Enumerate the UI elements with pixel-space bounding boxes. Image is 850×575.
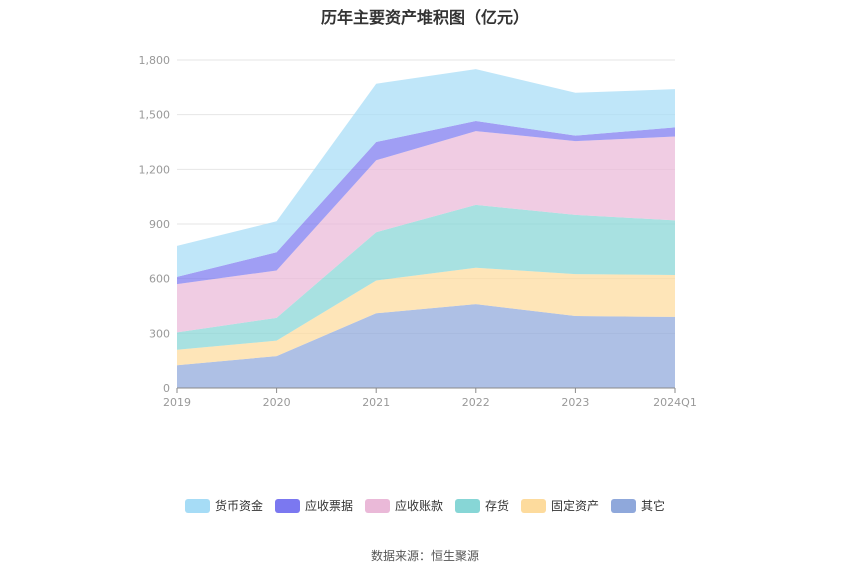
- y-tick-label: 1,800: [139, 54, 171, 67]
- x-tick-label: 2022: [462, 396, 490, 409]
- legend: 货币资金 应收票据 应收账款 存货 固定资产 其它: [0, 497, 850, 514]
- series-area-应收票据: [177, 121, 675, 285]
- series-area-应收账款: [177, 131, 675, 333]
- legend-item[interactable]: 其它: [611, 497, 665, 514]
- x-tick-label: 2021: [362, 396, 390, 409]
- axes: 0 300 600 900 1,200 1,500 1,800 2019 2020 2021 202…: [139, 54, 697, 409]
- y-tick-label: 0: [163, 382, 170, 395]
- legend-swatch: [611, 498, 637, 513]
- series-area-存货: [177, 204, 675, 350]
- legend-swatch: [455, 498, 480, 513]
- legend-label: 固定资产: [551, 499, 600, 513]
- stacked-areas: [177, 69, 675, 388]
- legend-item[interactable]: 存货: [455, 497, 509, 514]
- x-tick-label: 2024Q1: [653, 396, 697, 409]
- legend-swatch: [184, 498, 210, 513]
- legend-item[interactable]: 固定资产: [521, 497, 599, 514]
- legend-item[interactable]: 货币资金: [184, 497, 263, 514]
- chart-title: 历年主要资产堆积图（亿元）: [320, 8, 529, 27]
- series-area-固定资产: [177, 267, 675, 366]
- legend-label: 应收账款: [394, 499, 443, 513]
- legend-swatch: [364, 498, 390, 513]
- x-tick-label: 2020: [263, 396, 291, 409]
- x-tick-label: 2019: [163, 396, 191, 409]
- series-area-货币资金: [177, 69, 675, 277]
- series-area-其它: [177, 304, 675, 388]
- y-tick-label: 1,500: [139, 109, 171, 122]
- x-tick-label: 2023: [561, 396, 589, 409]
- y-tick-label: 300: [149, 327, 170, 340]
- legend-swatch: [274, 498, 300, 513]
- data-source-note: 数据来源：恒生聚源: [370, 549, 479, 563]
- legend-item[interactable]: 应收票据: [274, 497, 353, 514]
- legend-swatch: [521, 498, 547, 513]
- legend-label: 其它: [641, 499, 666, 513]
- legend-label: 应收票据: [304, 499, 353, 513]
- y-tick-label: 900: [149, 218, 170, 231]
- legend-label: 存货: [485, 499, 510, 513]
- y-tick-label: 1,200: [139, 163, 171, 176]
- legend-item[interactable]: 应收账款: [364, 497, 443, 514]
- legend-label: 货币资金: [214, 499, 263, 513]
- y-tick-label: 600: [149, 273, 170, 286]
